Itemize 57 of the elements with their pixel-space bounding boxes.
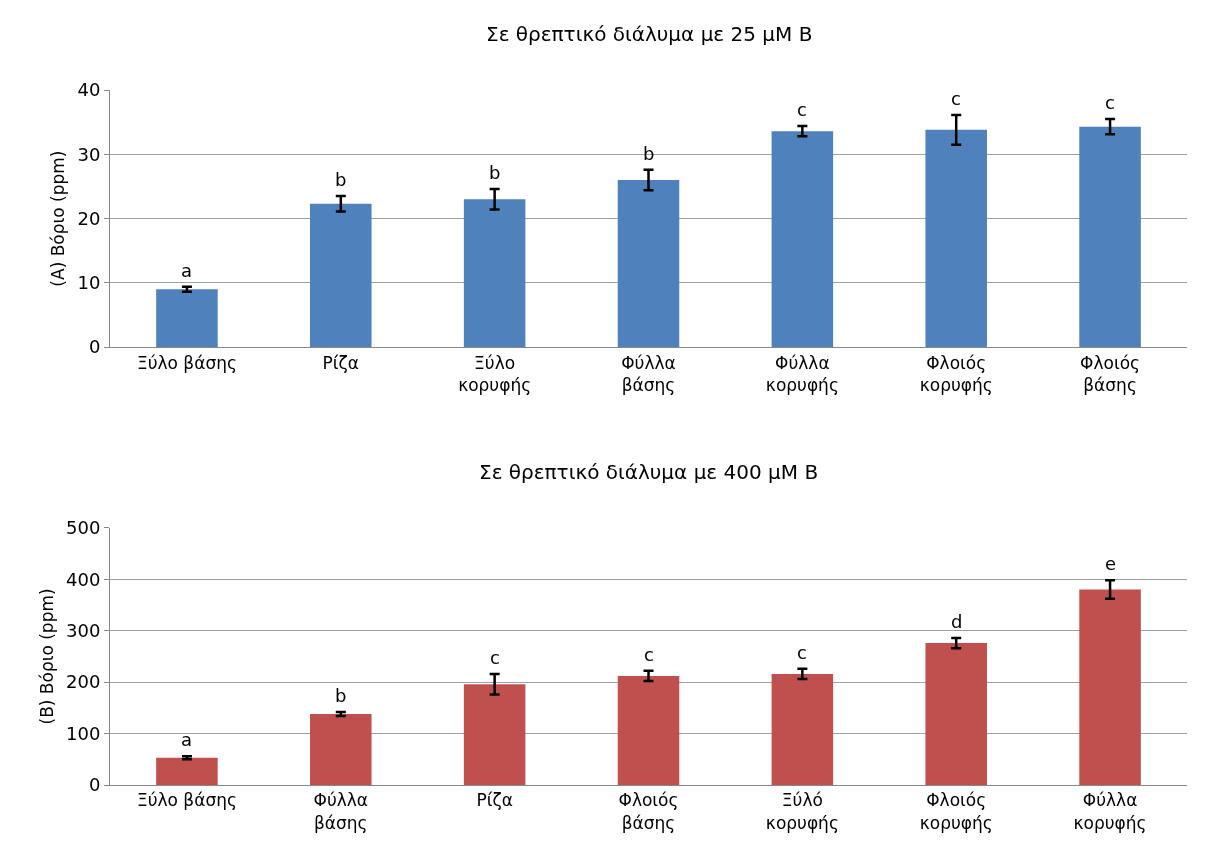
x-tick-label: Ξύλο βάσης: [136, 790, 237, 811]
chart-title: Σε θρεπτικό διάλυμα με 25 μM B: [486, 22, 813, 46]
y-tick-label: 20: [77, 207, 101, 229]
y-tick-label: 10: [77, 272, 101, 294]
y-axis-title: (B) Βόριο (ppm): [36, 588, 57, 725]
x-tick-label: Φύλλα κορυφής: [1073, 790, 1147, 833]
y-axis-title: (A) Βόριο (ppm): [48, 150, 69, 287]
x-tick-label: Φλοιός κορυφής: [919, 790, 993, 833]
y-tick-label: 40: [77, 79, 101, 101]
annotation: c: [1105, 92, 1115, 113]
bar: [156, 289, 218, 348]
annotation: c: [797, 642, 807, 663]
x-tick-label: Ρίζα: [476, 790, 513, 811]
y-tick-label: 200: [66, 671, 101, 693]
y-tick-label: 500: [66, 517, 101, 539]
annotation: c: [797, 99, 807, 120]
annotation: c: [951, 88, 961, 109]
bar: [310, 714, 372, 785]
y-tick-label: 0: [88, 774, 101, 796]
bar: [463, 684, 526, 785]
annotation: a: [181, 729, 193, 750]
bar: [1079, 589, 1141, 785]
bar: [771, 131, 834, 348]
bar: [925, 129, 987, 348]
bar: [310, 203, 372, 348]
y-tick-label: 300: [66, 620, 101, 642]
annotation: d: [951, 611, 963, 632]
bar: [156, 757, 218, 785]
y-tick-label: 100: [66, 722, 101, 744]
bar: [1079, 126, 1141, 348]
annotation: b: [489, 162, 501, 183]
bar: [925, 643, 987, 785]
y-tick-label: 400: [66, 568, 101, 590]
x-tick-label: Φλοιός βάσης: [1080, 352, 1141, 395]
annotation: e: [1105, 553, 1117, 574]
annotation: b: [335, 685, 347, 706]
annotation: c: [490, 647, 500, 668]
bar: [617, 180, 680, 348]
annotation: c: [644, 644, 654, 665]
bar: [463, 199, 526, 348]
x-tick-label: Ρίζα: [322, 352, 360, 373]
y-tick-label: 0: [88, 336, 101, 358]
chart-title: Σε θρεπτικό διάλυμα με 400 μM B: [479, 460, 819, 484]
bar: [771, 673, 834, 785]
annotation: b: [335, 169, 347, 190]
x-tick-label: Φλοιός κορυφής: [919, 352, 993, 395]
x-tick-label: Φλοιός βάσης: [618, 790, 679, 833]
y-tick-label: 30: [77, 143, 101, 165]
x-tick-label: Φύλλα βάσης: [621, 352, 676, 395]
x-tick-label: Ξύλο βάσης: [136, 352, 237, 373]
x-tick-label: Ξύλο κορυφής: [458, 352, 532, 395]
x-tick-label: Φύλλα βάσης: [313, 790, 369, 833]
x-tick-label: Φύλλα κορυφής: [765, 352, 839, 395]
annotation: a: [181, 260, 193, 281]
bar: [617, 675, 680, 785]
x-tick-label: Ξύλό κορυφής: [765, 790, 839, 833]
annotation: b: [643, 143, 655, 164]
